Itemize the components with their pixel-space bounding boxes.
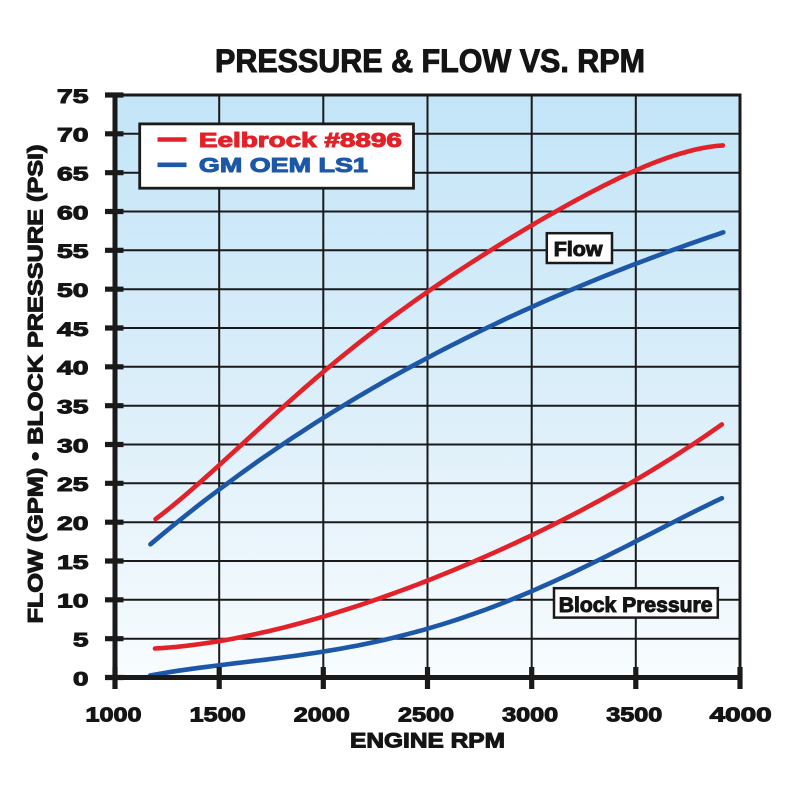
svg-text:GM OEM LS1: GM OEM LS1 [199, 154, 368, 177]
svg-text:15: 15 [57, 552, 89, 574]
svg-text:Eelbrock #8896: Eelbrock #8896 [199, 129, 402, 152]
svg-text:1000: 1000 [86, 704, 142, 727]
svg-text:45: 45 [57, 319, 89, 341]
svg-text:30: 30 [57, 435, 89, 457]
svg-text:ENGINE RPM: ENGINE RPM [350, 730, 505, 753]
svg-text:75: 75 [57, 86, 89, 108]
svg-text:65: 65 [57, 164, 89, 186]
svg-text:35: 35 [57, 397, 89, 419]
svg-text:3000: 3000 [502, 704, 558, 727]
svg-text:2500: 2500 [398, 704, 454, 727]
svg-text:10: 10 [57, 591, 89, 613]
svg-text:5: 5 [73, 630, 89, 652]
svg-text:4000: 4000 [710, 704, 772, 727]
svg-text:FLOW (GPM) • BLOCK PRESSURE (P: FLOW (GPM) • BLOCK PRESSURE (PSI) [24, 145, 47, 624]
svg-text:40: 40 [57, 358, 89, 380]
svg-text:1500: 1500 [190, 704, 246, 727]
svg-text:PRESSURE & FLOW VS. RPM: PRESSURE & FLOW VS. RPM [215, 43, 645, 79]
svg-text:Flow: Flow [554, 239, 603, 261]
svg-text:60: 60 [57, 202, 89, 224]
svg-text:25: 25 [57, 474, 89, 496]
svg-text:Block Pressure: Block Pressure [559, 594, 713, 617]
svg-text:0: 0 [73, 668, 89, 690]
svg-text:3500: 3500 [606, 704, 662, 727]
svg-text:70: 70 [57, 125, 89, 147]
svg-text:55: 55 [57, 241, 89, 263]
svg-text:2000: 2000 [294, 704, 350, 727]
svg-text:20: 20 [57, 513, 89, 535]
svg-text:50: 50 [57, 280, 89, 302]
